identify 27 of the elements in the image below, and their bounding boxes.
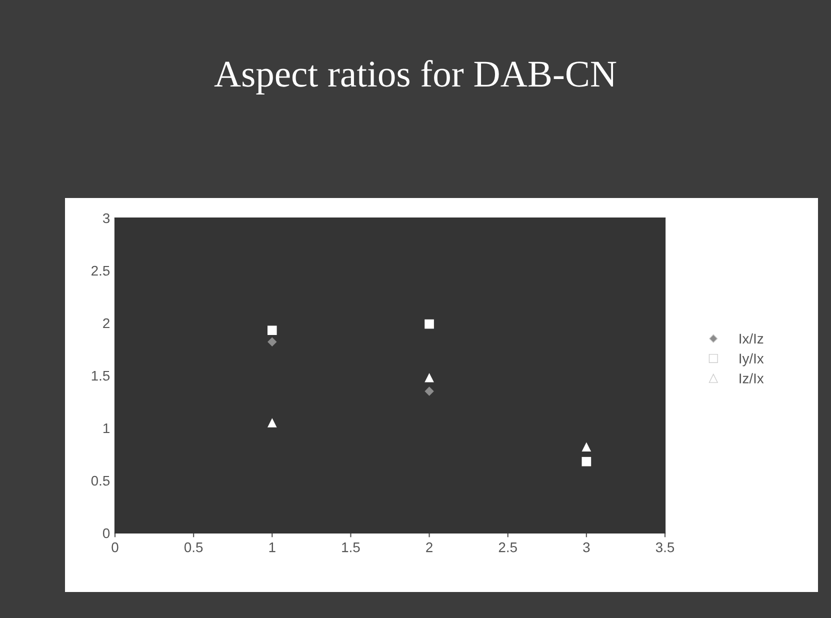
point bbox=[424, 319, 434, 329]
legend-label: Iy/Ix bbox=[740, 353, 764, 366]
legend-label: Ix/Iz bbox=[740, 333, 764, 344]
x-tick-label: 2.5 bbox=[498, 542, 517, 552]
x-tick-label: 0 bbox=[112, 542, 118, 552]
legend-label: Iz/Ix bbox=[740, 373, 764, 384]
y-tick-label: 0 bbox=[102, 528, 110, 538]
y-tick-label: 3 bbox=[102, 213, 110, 224]
y-tick-label: 2 bbox=[103, 318, 110, 328]
x-tick-label: 0.5 bbox=[184, 542, 203, 552]
x-tick-label: 2 bbox=[426, 542, 432, 552]
y-tick-label: 1.5 bbox=[92, 370, 110, 381]
point bbox=[582, 456, 592, 466]
point bbox=[424, 372, 434, 382]
y-tick-label: 0.5 bbox=[91, 476, 110, 486]
y-tick-label: 1 bbox=[103, 423, 110, 434]
chart-title: Aspect ratios for DAB-CN bbox=[214, 60, 616, 94]
point bbox=[582, 442, 592, 452]
x-tick-label: 1 bbox=[269, 542, 276, 552]
point bbox=[267, 418, 277, 428]
x-tick-label: 1.5 bbox=[342, 542, 360, 552]
point bbox=[268, 337, 277, 347]
x-tick-label: 3 bbox=[583, 542, 590, 552]
y-tick-label: 2.5 bbox=[92, 266, 110, 276]
point bbox=[424, 386, 434, 396]
x-tick-label: 3.5 bbox=[656, 542, 674, 552]
point bbox=[267, 326, 277, 336]
